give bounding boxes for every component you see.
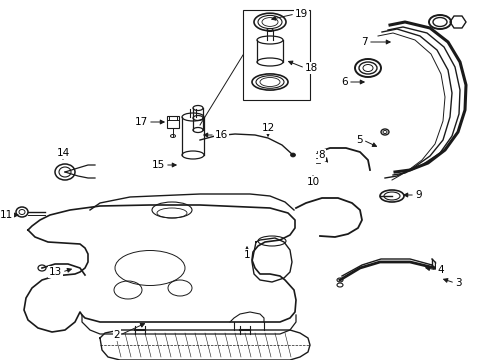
- Text: 10: 10: [306, 177, 319, 187]
- Text: 11: 11: [0, 210, 13, 220]
- Text: 19: 19: [294, 9, 307, 19]
- Text: 4: 4: [436, 265, 443, 275]
- Text: 1: 1: [243, 250, 250, 260]
- Text: 3: 3: [454, 278, 461, 288]
- Text: 14: 14: [56, 148, 69, 158]
- Text: 16: 16: [215, 130, 228, 140]
- Text: 13: 13: [49, 267, 62, 277]
- Text: 18: 18: [305, 63, 318, 73]
- Bar: [243, 10, 309, 100]
- Text: 17: 17: [135, 117, 148, 127]
- Bar: [167, 116, 179, 128]
- Text: 2: 2: [113, 330, 120, 340]
- Text: 6: 6: [341, 77, 347, 87]
- Ellipse shape: [290, 153, 295, 157]
- Text: 12: 12: [261, 123, 274, 133]
- Text: 5: 5: [356, 135, 362, 145]
- Text: 7: 7: [361, 37, 367, 47]
- Text: 15: 15: [151, 160, 164, 170]
- Text: 8: 8: [318, 150, 325, 160]
- Text: 9: 9: [414, 190, 421, 200]
